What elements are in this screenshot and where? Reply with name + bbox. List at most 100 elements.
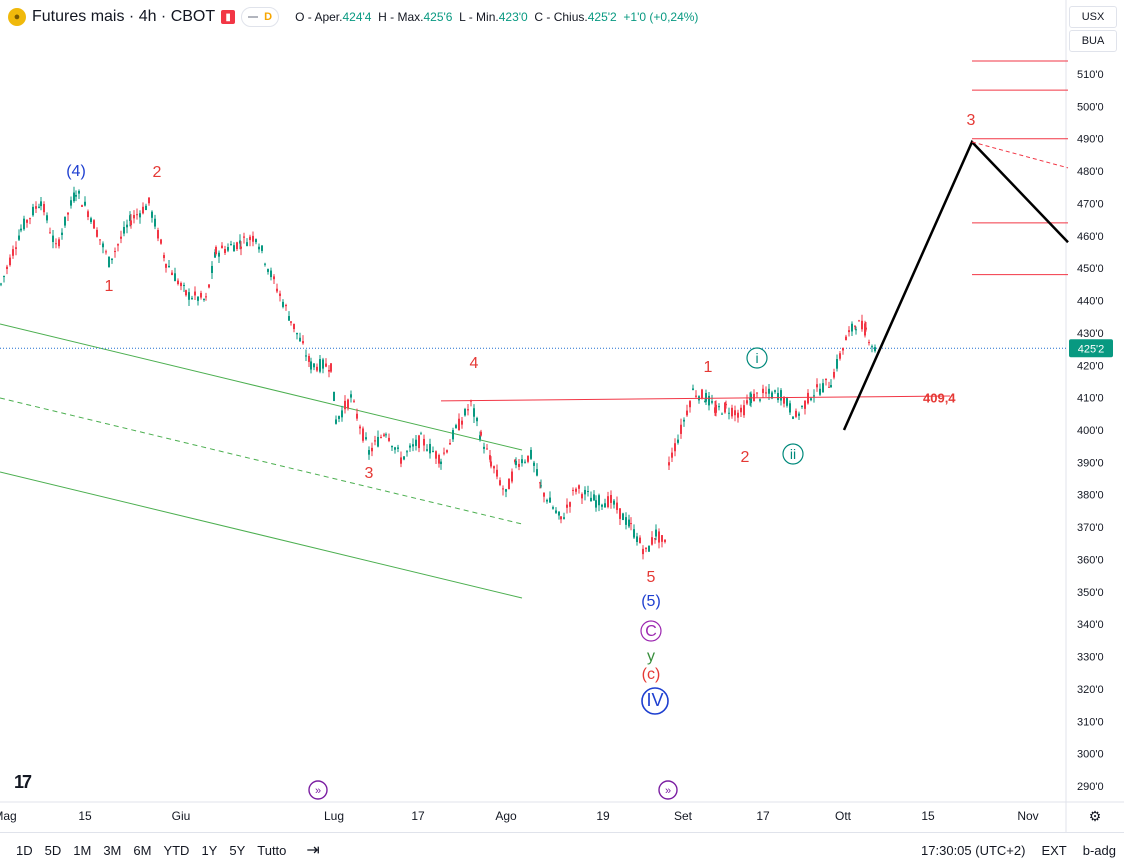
- candle-body: [593, 494, 595, 501]
- wave-label-wave_4[interactable]: 4: [470, 355, 479, 372]
- candle-body: [737, 412, 739, 418]
- x-tick-label: Mag: [0, 809, 17, 823]
- data-status-pill[interactable]: D: [241, 7, 280, 27]
- x-tick-label: Lug: [324, 809, 344, 823]
- timeframe-6m[interactable]: 6M: [133, 842, 152, 858]
- candle-body: [322, 359, 324, 369]
- clock[interactable]: 17:30:05 (UTC+2): [921, 842, 1026, 858]
- candle-body: [819, 388, 821, 395]
- candle-body: [558, 511, 560, 516]
- candle-body: [851, 323, 853, 332]
- candle-body: [163, 255, 165, 259]
- candle-body: [142, 206, 144, 214]
- candle-body: [183, 285, 185, 287]
- candle-body: [813, 395, 815, 397]
- y-tick-label: 310'0: [1077, 716, 1104, 728]
- symbol-title[interactable]: Futures mais · 4h · CBOT: [32, 8, 216, 25]
- projection-path[interactable]: [842, 139, 1069, 431]
- candle-body: [350, 394, 352, 398]
- wave-label-wave_3_proj[interactable]: 3: [967, 112, 976, 129]
- tradingview-logo[interactable]: 17: [14, 772, 32, 792]
- candle-body: [188, 292, 190, 300]
- wave-label-wave_2_top[interactable]: 2: [153, 164, 162, 181]
- wave-label-wave_IV[interactable]: IV: [646, 690, 663, 710]
- candle-body: [774, 390, 776, 392]
- channel-upper-line[interactable]: [0, 323, 523, 451]
- wave-label-wave_1_right[interactable]: 1: [704, 359, 713, 376]
- timeframe-1d[interactable]: 1D: [16, 842, 33, 858]
- candle-body: [221, 245, 223, 249]
- close-label: C - Chius.: [534, 10, 588, 24]
- y-tick-label: 390'0: [1077, 457, 1104, 469]
- candle-body: [371, 447, 373, 452]
- ext-toggle[interactable]: EXT: [1041, 842, 1067, 858]
- candle-body: [18, 235, 20, 240]
- candle-body: [157, 230, 159, 239]
- candle-body: [177, 280, 179, 284]
- date-range-icon[interactable]: ⇥: [306, 842, 320, 859]
- wave-label-wave_2_right[interactable]: 2: [741, 449, 750, 466]
- wave-label-wave_C_circle[interactable]: C: [645, 623, 657, 640]
- wave-label-wave_i[interactable]: i: [755, 350, 758, 366]
- adjust-toggle[interactable]: b-adg: [1082, 842, 1116, 858]
- timeframe-ytd[interactable]: YTD: [163, 842, 190, 858]
- candle-body: [15, 247, 17, 249]
- candle-body: [768, 388, 770, 394]
- candle-body: [55, 243, 57, 245]
- y-tick-label: 430'0: [1077, 328, 1104, 340]
- candle-body: [236, 242, 238, 250]
- candle-body: [625, 517, 627, 525]
- candle-body: [58, 239, 60, 247]
- channel-mid-line[interactable]: [0, 397, 523, 525]
- candle-body: [353, 400, 355, 402]
- candle-body: [252, 235, 254, 242]
- wave-label-wave_4_paren[interactable]: (4): [66, 163, 86, 180]
- timeframe-1y[interactable]: 1Y: [201, 842, 218, 858]
- wave-label-wave_y[interactable]: y: [647, 648, 655, 665]
- event-marker-icon[interactable]: [308, 780, 328, 800]
- y-tick-label: 490'0: [1077, 134, 1104, 146]
- candle-body: [165, 263, 167, 268]
- timeframe-5y[interactable]: 5Y: [229, 842, 246, 858]
- candle-body: [120, 236, 122, 239]
- candle-body: [664, 539, 666, 542]
- candle-body: [105, 251, 107, 253]
- candle-body: [746, 400, 748, 404]
- unit-button[interactable]: BUA: [1069, 30, 1117, 52]
- timeframe-tutto[interactable]: Tutto: [257, 842, 287, 858]
- currency-button[interactable]: USX: [1069, 6, 1117, 28]
- candle-body: [126, 224, 128, 228]
- candle-body: [858, 320, 860, 322]
- symbol-logo-icon[interactable]: ●: [8, 8, 26, 26]
- candle-body: [174, 273, 176, 282]
- timeframe-3m[interactable]: 3M: [103, 842, 122, 858]
- wave-label-wave_c_paren[interactable]: (c): [642, 666, 661, 683]
- candle-body: [613, 500, 615, 505]
- candle-body: [288, 316, 290, 321]
- projection-dashed[interactable]: [971, 141, 1069, 169]
- event-marker-icon[interactable]: [658, 780, 678, 800]
- timeframe-1m[interactable]: 1M: [73, 842, 92, 858]
- candle-body: [374, 440, 376, 442]
- candle-body: [316, 366, 318, 371]
- wave-label-wave_ii[interactable]: ii: [790, 446, 796, 462]
- timeframe-5d[interactable]: 5D: [44, 842, 62, 858]
- candle-body: [145, 205, 147, 211]
- flag-icon[interactable]: ▮: [221, 10, 236, 24]
- candle-body: [473, 408, 475, 417]
- wave-label-wave_5[interactable]: 5: [647, 569, 656, 586]
- candle-body: [200, 292, 202, 298]
- wave-label-wave_1[interactable]: 1: [105, 278, 114, 295]
- close-value: 425'2: [587, 10, 617, 24]
- wave-label-wave_3_left[interactable]: 3: [365, 465, 374, 482]
- channel-lower-line[interactable]: [0, 471, 523, 599]
- wave-label-wave_5_paren[interactable]: (5): [641, 593, 661, 610]
- resistance-line[interactable]: [440, 395, 951, 402]
- candle-body: [452, 430, 454, 440]
- candle-body: [273, 276, 275, 280]
- candle-body: [616, 502, 618, 510]
- candle-body: [636, 536, 638, 543]
- candle-body: [208, 284, 210, 288]
- settings-icon[interactable]: ⚙: [1088, 807, 1102, 824]
